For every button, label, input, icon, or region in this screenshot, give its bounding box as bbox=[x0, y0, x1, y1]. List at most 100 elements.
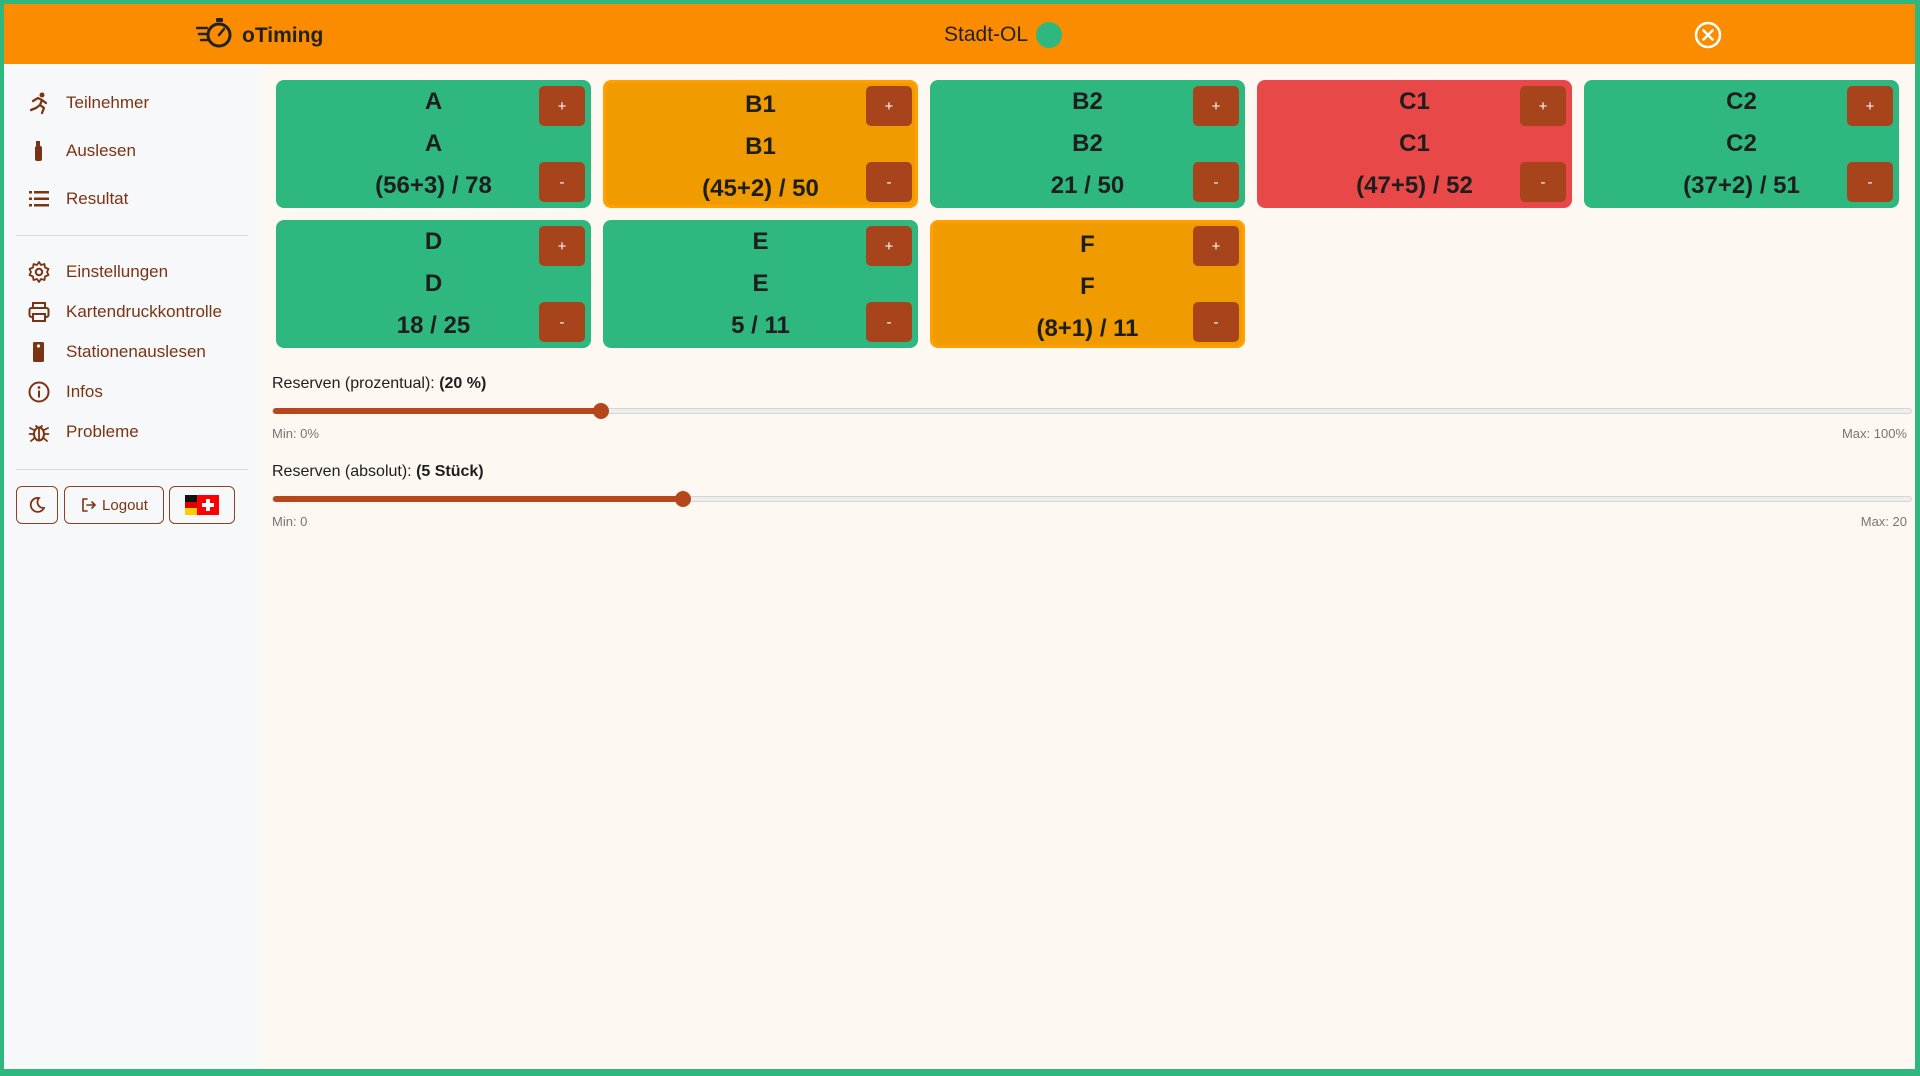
category-card: A A (56+3) / 78 + - bbox=[276, 80, 591, 208]
category-card: F F (8+1) / 11 + - bbox=[930, 220, 1245, 348]
dark-mode-button[interactable] bbox=[16, 486, 58, 524]
slider-max-label: Max: 100% bbox=[1841, 426, 1907, 441]
decrement-button[interactable]: - bbox=[539, 162, 585, 202]
increment-button[interactable]: + bbox=[1520, 86, 1566, 126]
nav-label: Resultat bbox=[66, 189, 129, 208]
nav-item-einstellungen[interactable]: Einstellungen bbox=[26, 255, 168, 289]
reserve-absolute-slider[interactable] bbox=[272, 491, 1912, 507]
nav-item-auslesen[interactable]: Auslesen bbox=[26, 134, 136, 168]
nav-item-infos[interactable]: Infos bbox=[26, 375, 103, 409]
category-name: F bbox=[1080, 231, 1095, 258]
map-count: (45+2) / 50 bbox=[702, 175, 819, 202]
decrement-button[interactable]: - bbox=[1520, 162, 1566, 202]
slider-fill bbox=[273, 408, 601, 414]
category-name: C1 bbox=[1399, 88, 1430, 115]
event-title: Stadt-OL bbox=[944, 22, 1063, 48]
category-name: B1 bbox=[745, 91, 776, 118]
category-card: C1 C1 (47+5) / 52 + - bbox=[1257, 80, 1572, 208]
increment-button[interactable]: + bbox=[539, 226, 585, 266]
map-count: 21 / 50 bbox=[1050, 172, 1125, 199]
close-circle-icon bbox=[1694, 21, 1722, 49]
slider-max-label: Max: 20 bbox=[1860, 514, 1907, 529]
decrement-button[interactable]: - bbox=[866, 162, 912, 202]
course-name: E bbox=[752, 270, 769, 297]
logout-icon bbox=[82, 498, 96, 512]
reserve-percent-slider[interactable] bbox=[272, 403, 1912, 419]
category-card: B1 B1 (45+2) / 50 + - bbox=[603, 80, 918, 208]
app-name: oTiming bbox=[242, 23, 324, 47]
category-name: E bbox=[752, 228, 769, 255]
sidebar-divider bbox=[16, 469, 248, 470]
course-name: B2 bbox=[1072, 130, 1103, 157]
category-name: C2 bbox=[1726, 88, 1757, 115]
slider-fill bbox=[273, 496, 683, 502]
nav-item-kartendruckkontrolle[interactable]: Kartendruckkontrolle bbox=[26, 295, 222, 329]
map-count: 18 / 25 bbox=[396, 312, 471, 339]
nav-label: Auslesen bbox=[66, 141, 136, 160]
slider-value-text: (20 %) bbox=[439, 375, 487, 392]
course-name: C1 bbox=[1399, 130, 1430, 157]
increment-button[interactable]: + bbox=[1847, 86, 1893, 126]
slider-thumb[interactable] bbox=[592, 403, 609, 419]
category-card: C2 C2 (37+2) / 51 + - bbox=[1584, 80, 1899, 208]
flag-de-ch-icon bbox=[185, 495, 219, 515]
decrement-button[interactable]: - bbox=[1193, 162, 1239, 202]
increment-button[interactable]: + bbox=[866, 226, 912, 266]
nav-item-teilnehmer[interactable]: Teilnehmer bbox=[26, 86, 149, 120]
logout-label: Logout bbox=[102, 496, 148, 514]
course-name: F bbox=[1080, 273, 1095, 300]
decrement-button[interactable]: - bbox=[1193, 302, 1239, 342]
nav-label: Einstellungen bbox=[66, 262, 169, 281]
reserve-absolute-label: Reserven (absolut): (5 Stück) bbox=[272, 463, 484, 481]
sidebar-divider bbox=[16, 235, 248, 236]
gear-icon bbox=[26, 259, 52, 285]
language-button[interactable] bbox=[169, 486, 235, 524]
si-stick-icon bbox=[26, 138, 52, 164]
increment-button[interactable]: + bbox=[539, 86, 585, 126]
map-count: (56+3) / 78 bbox=[375, 172, 492, 199]
category-name: B2 bbox=[1072, 88, 1103, 115]
nav-label: Stationenauslesen bbox=[66, 342, 206, 361]
decrement-button[interactable]: - bbox=[539, 302, 585, 342]
course-name: C2 bbox=[1726, 130, 1757, 157]
increment-button[interactable]: + bbox=[1193, 226, 1239, 266]
category-card: B2 B2 21 / 50 + - bbox=[930, 80, 1245, 208]
nav-item-probleme[interactable]: Probleme bbox=[26, 415, 139, 449]
stopwatch-logo-icon bbox=[195, 16, 234, 55]
nav-label: Teilnehmer bbox=[66, 93, 150, 112]
station-icon bbox=[26, 339, 52, 365]
map-count: (47+5) / 52 bbox=[1356, 172, 1473, 199]
course-name: B1 bbox=[745, 133, 776, 160]
close-button[interactable] bbox=[1694, 21, 1722, 49]
increment-button[interactable]: + bbox=[866, 86, 912, 126]
app-window: oTiming Stadt-OL Teilnehmer Auslesen bbox=[4, 4, 1915, 1069]
category-card: D D 18 / 25 + - bbox=[276, 220, 591, 348]
decrement-button[interactable]: - bbox=[866, 302, 912, 342]
event-name: Stadt-OL bbox=[944, 23, 1029, 46]
category-card: E E 5 / 11 + - bbox=[603, 220, 918, 348]
slider-thumb[interactable] bbox=[674, 491, 691, 507]
runner-icon bbox=[26, 90, 52, 116]
logout-button[interactable]: Logout bbox=[64, 486, 164, 524]
connection-status-dot bbox=[1036, 22, 1063, 48]
slider-label-text: Reserven (absolut): bbox=[272, 463, 417, 480]
slider-min-label: Min: 0% bbox=[272, 426, 319, 441]
increment-button[interactable]: + bbox=[1193, 86, 1239, 126]
sidebar: Teilnehmer Auslesen Resultat Einstellung… bbox=[4, 64, 260, 1069]
decrement-button[interactable]: - bbox=[1847, 162, 1893, 202]
nav-label: Probleme bbox=[66, 422, 139, 441]
category-name: A bbox=[424, 88, 443, 115]
nav-item-resultat[interactable]: Resultat bbox=[26, 182, 128, 216]
nav-label: Infos bbox=[66, 382, 103, 401]
slider-label-text: Reserven (prozentual): bbox=[272, 375, 440, 392]
category-name: D bbox=[424, 228, 443, 255]
info-icon bbox=[26, 379, 52, 405]
reserve-percent-label: Reserven (prozentual): (20 %) bbox=[272, 375, 486, 393]
nav-item-stationenauslesen[interactable]: Stationenauslesen bbox=[26, 335, 206, 369]
brand[interactable]: oTiming bbox=[195, 16, 324, 55]
course-name: A bbox=[424, 130, 443, 157]
printer-icon bbox=[26, 299, 52, 325]
nav-label: Kartendruckkontrolle bbox=[66, 302, 222, 321]
course-name: D bbox=[424, 270, 443, 297]
slider-value-text: (5 Stück) bbox=[416, 463, 484, 480]
